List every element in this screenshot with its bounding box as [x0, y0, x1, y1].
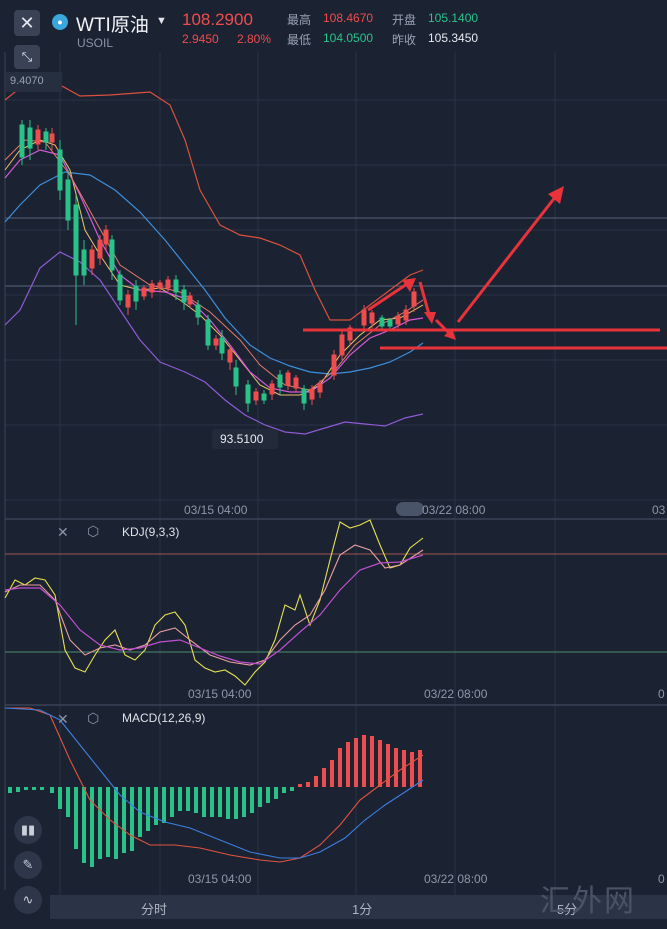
low-value: 104.0500: [323, 31, 374, 45]
macd-dea-line: [4, 707, 424, 859]
kdj-d-line: [4, 554, 424, 665]
expand-button[interactable]: ⤡: [14, 45, 40, 69]
close-icon: ✕: [19, 12, 35, 33]
main-date-2: 03/22 08:00: [422, 503, 486, 517]
instrument-symbol: USOIL: [77, 36, 114, 50]
candlestick-icon: ▮▮: [20, 822, 36, 837]
tab-1min[interactable]: 1分: [352, 902, 373, 917]
prev-close-label: 昨收: [392, 33, 417, 47]
open-value: 105.1400: [428, 11, 479, 25]
close-button[interactable]: ✕: [14, 10, 40, 36]
instrument-logo: ●: [52, 14, 68, 30]
kdj-k-line: [4, 544, 424, 666]
timeframe-bar: [50, 895, 667, 919]
main-date-1: 03/15 04:00: [184, 503, 248, 517]
pencil-icon: ✎: [22, 857, 34, 872]
ma20-line: [4, 139, 424, 391]
candlestick-tool-button[interactable]: ▮▮: [14, 816, 42, 844]
tab-5min[interactable]: 5分: [557, 902, 578, 917]
kdj-date-2: 03/22 08:00: [424, 687, 488, 701]
settings-icon[interactable]: ⬡: [87, 523, 100, 539]
high-price-marker: 9.4070: [6, 72, 62, 92]
tab-timeshare[interactable]: 分时: [141, 902, 168, 917]
instrument-title[interactable]: WTI原油: [76, 15, 149, 36]
candlesticks: [19, 120, 417, 412]
settings-icon[interactable]: ⬡: [87, 710, 100, 726]
kdj-date-3: 0: [658, 687, 665, 701]
main-date-3: 03: [652, 503, 666, 517]
price-change: 2.9450: [182, 32, 219, 46]
open-label: 开盘: [392, 13, 417, 27]
indicator-tool-button[interactable]: ∿: [14, 886, 42, 914]
watermark: 汇外网: [540, 884, 636, 919]
grid: [5, 52, 667, 900]
kdj-label: KDJ(9,3,3): [122, 525, 180, 539]
low-price-marker: 93.5100: [212, 429, 278, 449]
scroll-handle[interactable]: [396, 502, 424, 516]
macd-dif-line: [5, 707, 424, 863]
close-icon[interactable]: ✕: [57, 524, 69, 540]
high-value: 108.4670: [323, 11, 374, 25]
expand-icon: ⤡: [21, 49, 33, 64]
annotations[interactable]: [303, 186, 667, 350]
macd-date-3: 0: [658, 872, 665, 886]
draw-tool-button[interactable]: ✎: [14, 851, 42, 879]
macd-date-2: 03/22 08:00: [424, 872, 488, 886]
low-label: 最低: [287, 33, 312, 47]
prev-close-value: 105.3450: [428, 31, 479, 45]
close-icon[interactable]: ✕: [57, 711, 69, 727]
boll-mid-line: [4, 171, 424, 375]
kdj-j-line: [4, 519, 424, 686]
high-label: 最高: [287, 13, 312, 27]
macd-label: MACD(12,26,9): [122, 711, 206, 725]
macd-date-1: 03/15 04:00: [188, 872, 252, 886]
kdj-date-1: 03/15 04:00: [188, 687, 252, 701]
price-change-pct: 2.80%: [237, 32, 272, 46]
last-price: 108.2900: [182, 10, 253, 29]
indicator-icon: ∿: [22, 892, 34, 907]
boll-lower-line: [4, 251, 424, 435]
caret-down-icon[interactable]: ▼: [156, 15, 167, 27]
